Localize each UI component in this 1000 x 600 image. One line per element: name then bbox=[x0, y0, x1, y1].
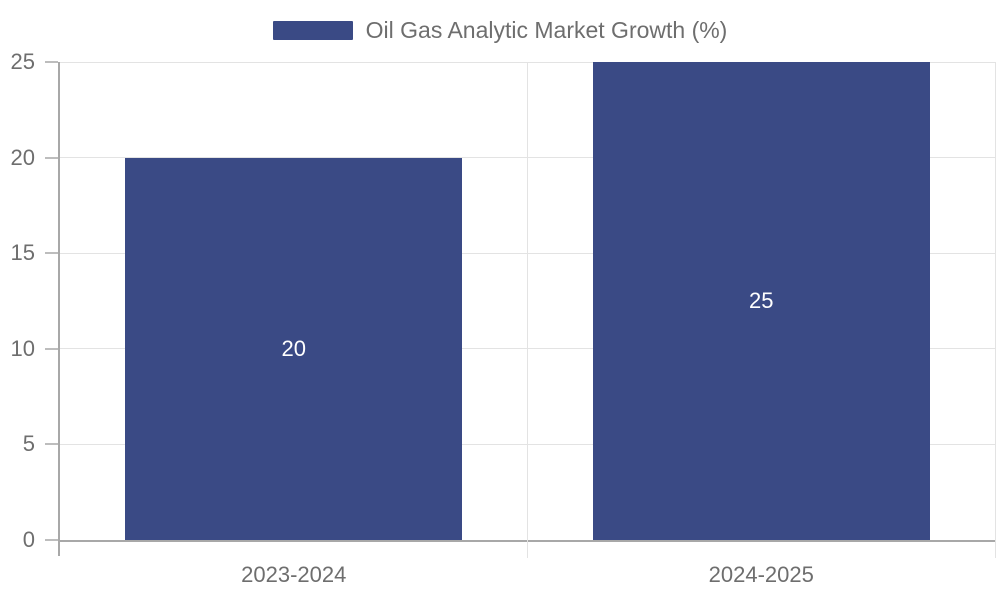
plot-area: 0 5 10 15 20 25 20 2023-2024 25 2024-2025 bbox=[11, 49, 996, 587]
legend-label: Oil Gas Analytic Market Growth (%) bbox=[365, 17, 728, 43]
bar-2023-2024 bbox=[125, 157, 463, 540]
y-axis-label-10: 10 bbox=[10, 335, 35, 361]
gridline-x-boundary-2 bbox=[994, 62, 996, 541]
x-axis-tick-1 bbox=[527, 541, 528, 558]
legend-swatch-icon bbox=[272, 20, 353, 40]
chart-legend[interactable]: Oil Gas Analytic Market Growth (%) bbox=[0, 16, 1000, 44]
x-axis-tick-2 bbox=[994, 541, 996, 558]
bar-value-label-2024-2025: 25 bbox=[749, 288, 774, 313]
y-axis-label-25: 25 bbox=[10, 49, 35, 74]
y-axis-label-0: 0 bbox=[22, 527, 35, 552]
y-axis-tick-10 bbox=[45, 347, 58, 350]
gridline-x-boundary-1 bbox=[527, 62, 528, 541]
bar-value-label-2023-2024: 20 bbox=[281, 335, 306, 361]
x-axis-label-2024-2025: 2024-2025 bbox=[708, 562, 814, 587]
x-axis-line bbox=[58, 540, 995, 542]
y-axis-label-20: 20 bbox=[10, 144, 35, 170]
y-axis-tick-5 bbox=[45, 443, 58, 446]
y-axis-label-15: 15 bbox=[10, 240, 35, 266]
y-axis-tick-20 bbox=[45, 156, 58, 159]
y-axis-tick-25 bbox=[45, 61, 58, 63]
y-axis-line bbox=[58, 62, 60, 556]
bar-2024-2025 bbox=[592, 62, 930, 540]
y-axis-label-5: 5 bbox=[22, 431, 35, 457]
y-axis-tick-0 bbox=[45, 539, 58, 541]
y-axis-tick-15 bbox=[45, 252, 58, 255]
x-axis-label-2023-2024: 2023-2024 bbox=[241, 562, 347, 587]
